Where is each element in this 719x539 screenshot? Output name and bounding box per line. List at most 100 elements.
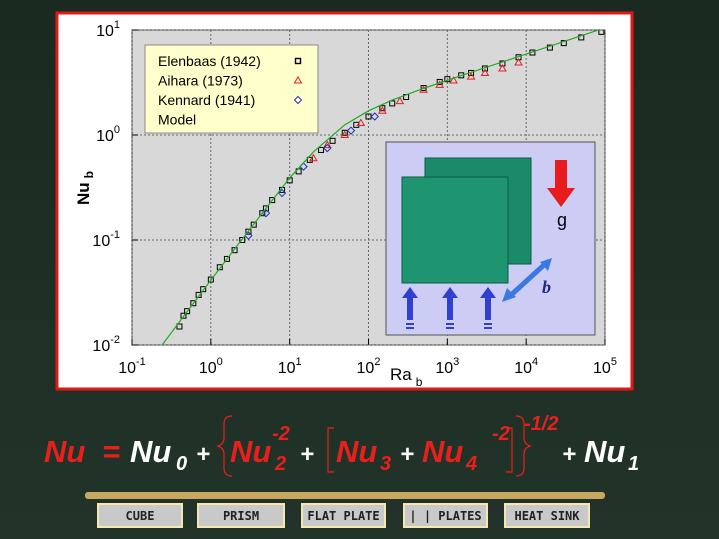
data-point xyxy=(598,30,605,35)
data-point xyxy=(200,286,207,293)
tick-base: 10 xyxy=(96,23,114,40)
spacing-arrow xyxy=(508,262,547,298)
data-point xyxy=(309,153,318,162)
tick-exponent: 1 xyxy=(114,19,120,31)
data-point xyxy=(560,40,567,47)
spacing-label: b xyxy=(542,277,551,297)
gravity-arrow xyxy=(547,160,575,207)
data-point xyxy=(449,76,458,84)
gravity-label: g xyxy=(557,210,567,230)
divider-bar xyxy=(85,492,605,499)
tick-exponent: 5 xyxy=(611,356,617,368)
formula-sub: 3 xyxy=(380,453,391,475)
data-point xyxy=(176,323,183,330)
legend-label: Elenbaas (1942) xyxy=(158,53,261,69)
formula-sub: 0 xyxy=(176,453,187,475)
legend-label: Aihara (1973) xyxy=(158,73,243,89)
tick-exponent: -1 xyxy=(136,356,146,368)
formula-sup: -1/2 xyxy=(524,413,558,435)
plate-front xyxy=(401,176,509,284)
brace xyxy=(216,415,233,477)
tick-base: 10 xyxy=(92,338,110,355)
data-point xyxy=(259,210,266,217)
tick-base: 10 xyxy=(514,360,532,377)
formula-term: Nu xyxy=(44,434,85,469)
formula-sub: 1 xyxy=(628,453,639,475)
tick-label: 104 xyxy=(514,356,538,377)
tick-exponent: 4 xyxy=(532,356,538,368)
data-point xyxy=(180,312,187,319)
data-point xyxy=(207,276,214,283)
spacing-arrow-head xyxy=(540,258,552,271)
tick-label: 100 xyxy=(96,124,120,145)
tick-base: 10 xyxy=(92,233,110,250)
data-point xyxy=(329,137,336,144)
y-axis-label: Nu b xyxy=(74,171,96,205)
buttons: CUBE PRISM FLAT PLATE | | PLATES HEAT SINK xyxy=(97,503,590,528)
legend-entries: Elenbaas (1942) Aihara (1973) Kennard (194… xyxy=(158,53,303,128)
tick-label: 10-2 xyxy=(92,334,120,355)
tick-base: 10 xyxy=(199,360,217,377)
data-point xyxy=(223,255,230,262)
tick-label: 10-1 xyxy=(92,229,120,250)
formula-op: = xyxy=(102,434,120,469)
tick-label: 102 xyxy=(357,356,381,377)
button[interactable] xyxy=(403,503,488,528)
button-label: | | PLATES xyxy=(409,509,481,523)
model-line xyxy=(161,30,601,345)
bracket xyxy=(506,427,513,473)
data-point xyxy=(318,146,325,153)
legend-label: Kennard (1941) xyxy=(158,92,255,108)
tick-label: 100 xyxy=(199,356,223,377)
marks xyxy=(161,30,605,345)
tick-exponent: 0 xyxy=(217,356,223,368)
x-axis-label-main: Ra xyxy=(390,365,412,384)
data-point xyxy=(277,188,287,198)
formula-sup: -2 xyxy=(492,423,510,445)
formula-term: Nu xyxy=(336,434,377,469)
button-label: CUBE xyxy=(126,509,155,523)
formula-sub: 4 xyxy=(465,453,477,475)
y-axis-label-main: Nu xyxy=(74,182,93,205)
data-point xyxy=(578,34,585,41)
tick-base: 10 xyxy=(435,360,453,377)
legend-marker xyxy=(293,95,303,105)
data-point xyxy=(250,221,257,228)
formula-term: Nu xyxy=(230,434,271,469)
button-label: HEAT SINK xyxy=(514,509,580,523)
data-point xyxy=(340,130,350,138)
flow-arrows xyxy=(402,287,496,329)
brace xyxy=(515,415,532,477)
tick-base: 10 xyxy=(357,360,375,377)
button[interactable] xyxy=(197,503,285,528)
data-point xyxy=(379,105,386,112)
tick-label: 10-1 xyxy=(118,356,146,377)
data-point xyxy=(184,308,191,315)
data-point xyxy=(498,63,507,72)
tick-exponent: -2 xyxy=(110,334,120,346)
formula-op: + xyxy=(196,441,210,468)
data-point xyxy=(435,80,445,88)
data-point xyxy=(356,118,366,127)
button[interactable] xyxy=(301,503,386,528)
data-point xyxy=(341,129,348,136)
data-point xyxy=(378,106,387,114)
inset: g b xyxy=(385,141,596,336)
button[interactable] xyxy=(504,503,590,528)
data-point xyxy=(306,156,313,163)
button-label: FLAT PLATE xyxy=(307,509,379,523)
button[interactable] xyxy=(97,503,183,528)
data-point xyxy=(262,205,269,212)
formula-op: + xyxy=(300,441,314,468)
data-point xyxy=(190,300,197,307)
tick-exponent: -1 xyxy=(110,229,120,241)
formula-term: Nu xyxy=(422,434,463,469)
formula: Nu = Nu 0 + Nu 2 -2 + Nu 3 + Nu 4 -2 -1/… xyxy=(44,413,639,477)
data-point xyxy=(216,264,223,271)
data-point xyxy=(231,247,238,254)
spacing-arrow-head xyxy=(502,288,516,302)
legend xyxy=(144,44,319,134)
bracket xyxy=(327,427,334,473)
x-axis-label-sub: b xyxy=(416,375,423,389)
